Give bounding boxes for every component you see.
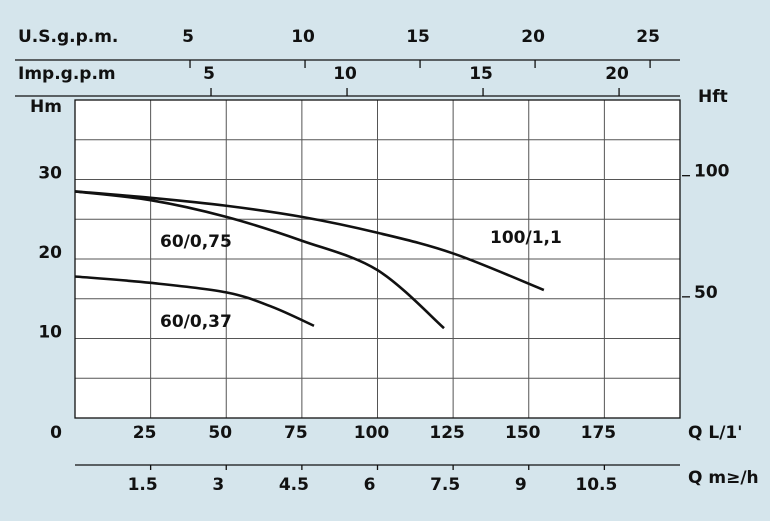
pump-curve xyxy=(74,190,545,292)
secondary-tick-label: 5 xyxy=(182,27,194,47)
secondary-tick-label: 3 xyxy=(212,475,224,495)
y-tick-label: 30 xyxy=(38,164,62,184)
curve-label: 100/1,1 xyxy=(490,228,562,248)
x-tick-label: 100 xyxy=(354,423,390,443)
secondary-tick-label: 15 xyxy=(406,27,430,47)
x-tick-label: 125 xyxy=(429,423,465,443)
y-axis-label: Hm xyxy=(30,97,62,117)
secondary-tick-label: 10.5 xyxy=(575,475,617,495)
x-tick-label: 175 xyxy=(581,423,617,443)
secondary-tick-label: 6 xyxy=(364,475,376,495)
y-tick-label: 20 xyxy=(38,243,62,263)
pump-curve xyxy=(74,275,315,327)
secondary-axis-label: Q m≥/h xyxy=(688,468,759,488)
y2-tick-label: 100 xyxy=(694,162,730,182)
secondary-tick-label: 4.5 xyxy=(279,475,309,495)
secondary-tick-label: 7.5 xyxy=(430,475,460,495)
curve-label: 60/0,37 xyxy=(160,312,232,332)
secondary-axis-label: Imp.g.p.m xyxy=(18,64,116,84)
x-axis-label: Q L/1' xyxy=(688,423,742,443)
y-tick-label: 0 xyxy=(50,423,62,443)
secondary-tick-label: 9 xyxy=(515,475,527,495)
x-tick-label: 50 xyxy=(208,423,232,443)
secondary-tick-label: 10 xyxy=(333,64,357,84)
secondary-tick-label: 10 xyxy=(291,27,315,47)
secondary-tick-label: 5 xyxy=(203,64,215,84)
y-tick-label: 10 xyxy=(38,323,62,343)
secondary-tick-label: 25 xyxy=(636,27,660,47)
y2-axis-label: Hft xyxy=(698,87,728,107)
secondary-tick-label: 15 xyxy=(469,64,493,84)
x-tick-label: 75 xyxy=(284,423,308,443)
x-tick-label: 150 xyxy=(505,423,541,443)
secondary-axis-label: U.S.g.p.m. xyxy=(18,27,118,47)
x-tick-label: 25 xyxy=(133,423,157,443)
secondary-tick-label: 1.5 xyxy=(128,475,158,495)
y2-tick-label: 50 xyxy=(694,283,718,303)
secondary-tick-label: 20 xyxy=(521,27,545,47)
plot-border xyxy=(74,99,681,419)
pump-curve xyxy=(74,190,445,330)
secondary-tick-label: 20 xyxy=(605,64,629,84)
curve-label: 60/0,75 xyxy=(160,232,232,252)
